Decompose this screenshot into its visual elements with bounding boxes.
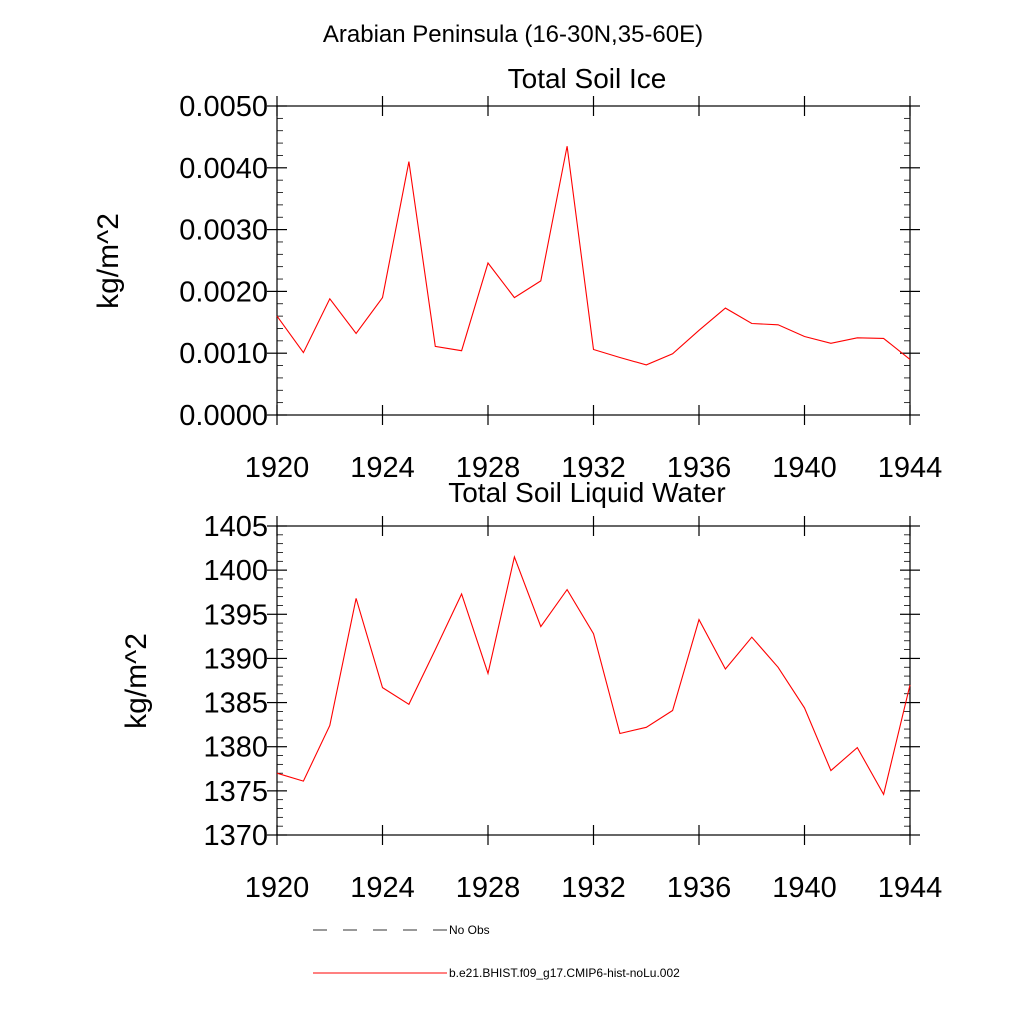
y-tick-labels: 0.0000 0.0010 0.0020 0.0030 0.0040 0.0050	[179, 91, 268, 432]
x-tick-label: 1932	[561, 452, 626, 484]
x-tick-label: 1928	[456, 452, 521, 484]
plot-frame	[276, 525, 911, 836]
legend-item-no-obs: No Obs	[313, 923, 490, 937]
x-tick-labels: 1920 1924 1928 1932 1936 1940 1944	[245, 452, 943, 484]
x-tick-label: 1924	[350, 872, 415, 904]
x-tick-label: 1920	[245, 452, 310, 484]
chart-soil-liquid-water: Total Soil Liquid Water 1920 1924 1928 1932…	[120, 477, 942, 904]
page-title: Arabian Peninsula (16-30N,35-60E)	[323, 21, 703, 48]
y-axis-label: kg/m^2	[92, 213, 125, 309]
y-tick-label: 1395	[203, 599, 268, 631]
x-tick-label: 1936	[667, 872, 732, 904]
y-tick-label: 1390	[203, 643, 268, 675]
series-group	[276, 554, 911, 796]
x-tick-label: 1936	[667, 452, 732, 484]
y-axis-label: kg/m^2	[120, 633, 153, 729]
legend-label: No Obs	[449, 923, 490, 937]
chart-soil-ice: Total Soil Ice 1920 1924 1928 1932 1936 1940 1…	[92, 63, 942, 484]
y-tick-label: 1405	[203, 511, 268, 543]
y-tick-label: 0.0000	[179, 400, 268, 432]
plot-frame	[276, 105, 911, 416]
x-tick-label: 1944	[878, 452, 943, 484]
x-tick-label: 1940	[772, 452, 837, 484]
legend-label: b.e21.BHIST.f09_g17.CMIP6-hist-noLu.002	[449, 966, 680, 980]
axis-ticks	[267, 96, 920, 425]
x-tick-label: 1940	[772, 872, 837, 904]
y-tick-label: 0.0040	[179, 153, 268, 185]
chart-title: Total Soil Ice	[508, 63, 667, 94]
legend: No Obs b.e21.BHIST.f09_g17.CMIP6-hist-no…	[313, 923, 680, 980]
x-tick-label: 1928	[456, 872, 521, 904]
y-tick-label: 1400	[203, 555, 268, 587]
y-tick-label: 0.0050	[179, 91, 268, 123]
x-tick-label: 1920	[245, 872, 310, 904]
series-line	[276, 554, 911, 796]
y-tick-label: 0.0030	[179, 215, 268, 247]
legend-item-model: b.e21.BHIST.f09_g17.CMIP6-hist-noLu.002	[313, 966, 680, 980]
series-line	[276, 146, 911, 366]
axis-ticks	[267, 516, 920, 845]
x-tick-label: 1924	[350, 452, 415, 484]
y-tick-labels: 1370 1375 1380 1385 1390 1395 1400 1405	[203, 511, 268, 852]
chart-title: Total Soil Liquid Water	[448, 477, 726, 508]
y-tick-label: 0.0010	[179, 338, 268, 370]
x-tick-labels: 1920 1924 1928 1932 1936 1940 1944	[245, 872, 943, 904]
x-tick-label: 1932	[561, 872, 626, 904]
x-tick-label: 1944	[878, 872, 943, 904]
y-tick-label: 1380	[203, 732, 268, 764]
y-tick-label: 1375	[203, 776, 268, 808]
series-group	[276, 146, 911, 366]
y-tick-label: 1370	[203, 820, 268, 852]
y-tick-label: 1385	[203, 688, 268, 720]
y-tick-label: 0.0020	[179, 276, 268, 308]
